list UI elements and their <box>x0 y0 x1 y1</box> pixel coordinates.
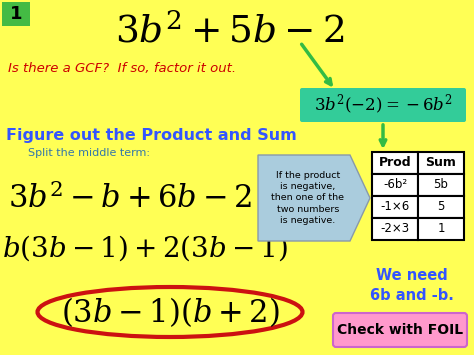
Text: $3b^2(-2)=-6b^2$: $3b^2(-2)=-6b^2$ <box>313 93 453 117</box>
Bar <box>418 218 464 240</box>
Bar <box>418 174 464 196</box>
Text: We need
6b and -b.: We need 6b and -b. <box>370 268 454 303</box>
Text: $(3b-1)(b+2)$: $(3b-1)(b+2)$ <box>61 295 279 329</box>
Text: If the product
is negative,
then one of the
two numbers
is negative.: If the product is negative, then one of … <box>272 171 345 225</box>
Text: Is there a GCF?  If so, factor it out.: Is there a GCF? If so, factor it out. <box>8 62 236 75</box>
Text: Sum: Sum <box>426 157 456 169</box>
Polygon shape <box>258 155 370 241</box>
Text: 5: 5 <box>438 201 445 213</box>
Text: -6b²: -6b² <box>383 179 407 191</box>
Bar <box>418 196 464 218</box>
Text: $3b^2-b+6b-2$: $3b^2-b+6b-2$ <box>8 182 252 214</box>
Bar <box>372 196 418 218</box>
Bar <box>418 152 464 174</box>
Text: 1: 1 <box>437 223 445 235</box>
Text: Split the middle term:: Split the middle term: <box>28 148 150 158</box>
Text: 5b: 5b <box>434 179 448 191</box>
Bar <box>372 218 418 240</box>
Bar <box>372 152 418 174</box>
FancyBboxPatch shape <box>2 2 30 26</box>
Text: $3b^2+5b-2$: $3b^2+5b-2$ <box>115 13 345 50</box>
FancyBboxPatch shape <box>333 313 467 347</box>
Text: 1: 1 <box>10 5 22 23</box>
Text: Prod: Prod <box>379 157 411 169</box>
Text: -2×3: -2×3 <box>381 223 410 235</box>
Text: $b(3b-1)+2(3b-1)$: $b(3b-1)+2(3b-1)$ <box>2 233 288 263</box>
FancyBboxPatch shape <box>300 88 466 122</box>
Text: Check with FOIL: Check with FOIL <box>337 323 463 337</box>
Text: -1×6: -1×6 <box>380 201 410 213</box>
Bar <box>372 174 418 196</box>
Text: Figure out the Product and Sum: Figure out the Product and Sum <box>6 128 297 143</box>
